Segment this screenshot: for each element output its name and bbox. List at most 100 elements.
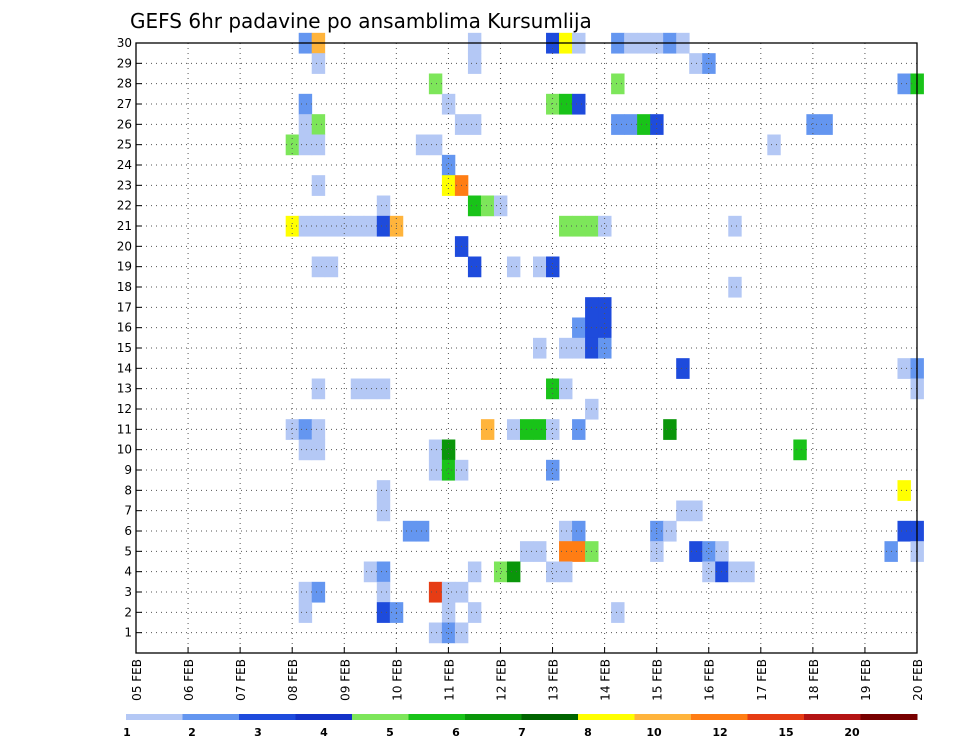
heatmap-cell (897, 73, 911, 95)
heatmap-cell (311, 215, 326, 237)
x-tick-label: 10 FEB (390, 659, 404, 701)
y-tick-label: 23 (117, 178, 132, 192)
legend-swatch (521, 714, 579, 720)
legend-swatch (182, 714, 240, 720)
legend-swatch (804, 714, 861, 720)
heatmap-cell (311, 134, 326, 156)
y-tick-label: 20 (117, 239, 132, 253)
legend-swatch (126, 714, 183, 720)
y-tick-label: 22 (117, 199, 132, 213)
x-tick-label: 18 FEB (807, 659, 821, 701)
heatmap-cell (702, 561, 716, 583)
heatmap-cell (506, 419, 521, 440)
heatmap-cell (611, 114, 625, 135)
x-tick-label: 12 FEB (494, 659, 508, 701)
heatmap-cell (298, 134, 313, 156)
heatmap-cell (559, 520, 573, 542)
heatmap-cell (337, 215, 352, 237)
x-tick-label: 16 FEB (703, 659, 717, 701)
heatmap-cell (480, 419, 495, 440)
x-tick-label: 17 FEB (755, 659, 769, 701)
heatmap-cell (689, 541, 703, 562)
x-tick-label: 14 FEB (599, 659, 613, 701)
heatmap-cell (428, 439, 443, 461)
heatmap-cell (559, 561, 573, 583)
heatmap-cell (611, 73, 625, 95)
heatmap-cell (441, 581, 456, 603)
heatmap-cell (311, 439, 326, 461)
heatmap-cell (559, 215, 573, 237)
x-tick-label: 08 FEB (286, 659, 300, 701)
heatmap-cell (572, 317, 586, 339)
legend-label: 1 (123, 726, 131, 739)
legend-label: 15 (778, 726, 793, 739)
legend-swatch (239, 714, 296, 720)
heatmap-cell (546, 561, 560, 583)
legend-label: 3 (254, 726, 262, 739)
heatmap-cell (441, 439, 456, 461)
heatmap-cell (767, 134, 781, 156)
legend-label: 20 (844, 726, 860, 739)
legend-label: 10 (646, 726, 662, 739)
heatmap-cell (559, 378, 573, 400)
heatmap-cell (311, 419, 326, 440)
y-tick-label: 30 (117, 36, 132, 50)
heatmap-cell (376, 602, 391, 623)
heatmap-cell (467, 195, 482, 217)
heatmap-cell (728, 276, 742, 298)
heatmap-cell (506, 561, 521, 583)
heatmap-cell (689, 53, 703, 74)
heatmap-cell (467, 114, 482, 135)
heatmap-cell (285, 134, 300, 156)
heatmap-cell (559, 93, 573, 115)
heatmap-cell (285, 419, 300, 440)
legend-swatch (860, 714, 918, 720)
heatmap-cell (676, 500, 690, 522)
heatmap-cell (363, 561, 378, 583)
heatmap-cell (376, 195, 391, 217)
heatmap-cell (298, 419, 313, 440)
heatmap-cell (298, 215, 313, 237)
heatmap-cell (311, 53, 326, 74)
heatmap-cell (298, 93, 313, 115)
heatmap-cell (572, 93, 586, 115)
y-tick-label: 4 (124, 565, 132, 579)
y-tick-label: 21 (117, 219, 132, 233)
heatmap-cell (533, 419, 547, 440)
heatmap-cell (415, 520, 430, 542)
heatmap-cell (689, 500, 703, 522)
heatmap-cell (559, 337, 573, 359)
heatmap-cell (533, 541, 547, 562)
heatmap-cell (546, 256, 560, 278)
y-tick-label: 1 (124, 626, 132, 640)
heatmap-cell (637, 114, 651, 135)
heatmap-cell (311, 114, 326, 135)
y-tick-label: 8 (124, 483, 132, 497)
y-tick-label: 29 (117, 56, 132, 70)
heatmap-cell (428, 134, 443, 156)
y-tick-label: 14 (117, 361, 132, 375)
heatmap-cell (533, 337, 547, 359)
y-axis: 1234567891011121314151617181920212223242… (117, 36, 142, 640)
heatmap-cell (572, 541, 586, 562)
y-tick-label: 15 (117, 341, 132, 355)
color-legend: 1 2 3 4 5 6 7 8 10 12 15 20 (123, 714, 918, 739)
legend-swatch (747, 714, 805, 720)
heatmap-cell (298, 602, 313, 623)
heatmap-cell (441, 175, 456, 196)
heatmap-cell (441, 459, 456, 481)
heatmap-cell (546, 93, 560, 115)
x-tick-label: 09 FEB (338, 659, 352, 701)
heatmap-cell (298, 439, 313, 461)
heatmap-cell (467, 53, 482, 74)
x-tick-label: 11 FEB (442, 659, 456, 701)
y-tick-label: 18 (117, 280, 132, 294)
y-tick-label: 7 (124, 504, 132, 518)
heatmap-cell (702, 541, 716, 562)
y-tick-label: 16 (117, 321, 132, 335)
heatmap-cell (728, 561, 742, 583)
y-tick-label: 6 (124, 524, 132, 538)
x-tick-label: 06 FEB (182, 659, 196, 701)
x-tick-label: 05 FEB (130, 659, 144, 701)
y-tick-label: 2 (124, 605, 132, 619)
